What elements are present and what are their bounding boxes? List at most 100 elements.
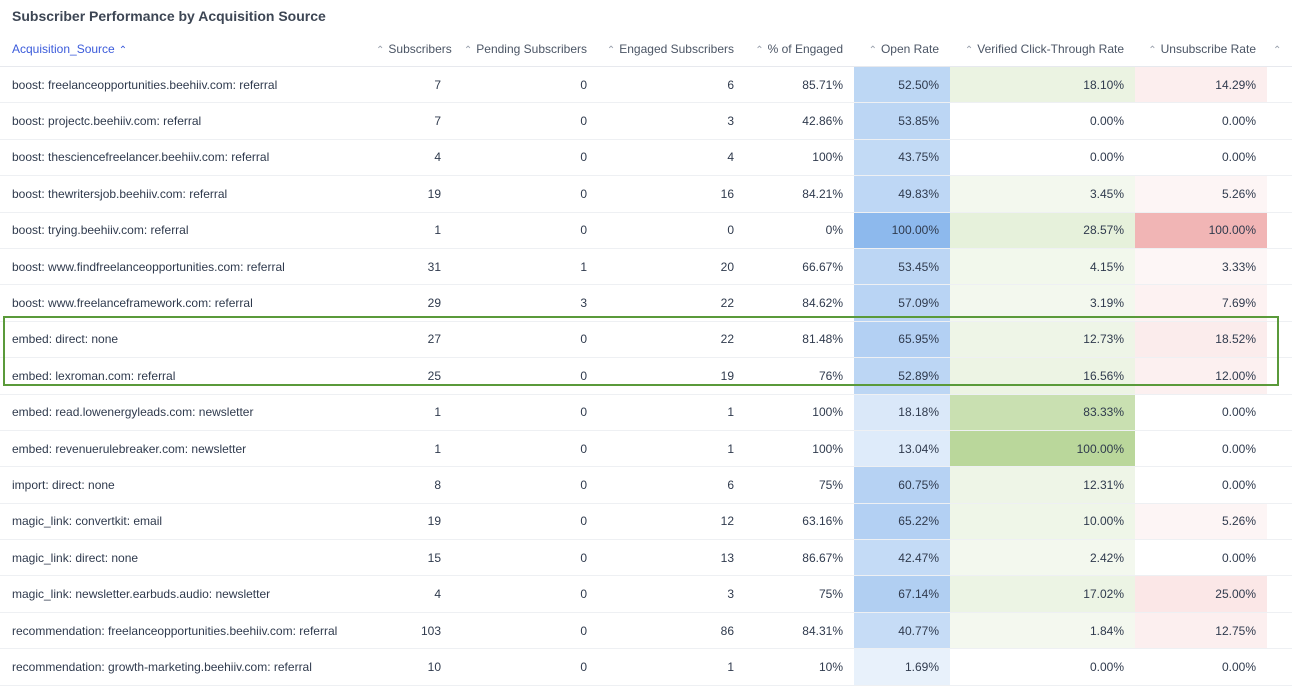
cell-open-rate: 52.50% [854, 66, 950, 104]
sort-icon: ⌃ [376, 44, 385, 56]
table-row[interactable]: boost: www.findfreelanceopportunities.co… [0, 248, 1292, 286]
cell-unsubscribe-rate: 0.00% [1135, 394, 1267, 431]
cell-subscribers: 1 [370, 394, 452, 431]
cell-extra [1267, 284, 1292, 322]
cell-unsubscribe-rate: 100.00% [1135, 212, 1267, 249]
cell-unsubscribe-rate: 5.26% [1135, 503, 1267, 541]
table-row[interactable]: import: direct: none 8 0 6 75% 60.75% 12.31% 0.… [0, 466, 1292, 504]
cell-engaged: 86 [598, 612, 745, 650]
cell-unsubscribe-rate: 12.00% [1135, 357, 1267, 395]
cell-subscribers: 15 [370, 539, 452, 577]
cell-pending: 0 [452, 648, 598, 686]
table-row[interactable]: boost: www.freelanceframework.com: refer… [0, 284, 1292, 322]
cell-pending: 0 [452, 321, 598, 359]
cell-pct-engaged: 10% [745, 648, 854, 686]
table-row[interactable]: boost: trying.beehiiv.com: referral 1 0 0 0%… [0, 212, 1292, 249]
cell-extra [1267, 357, 1292, 395]
header-row: Acquisition_Source ⌃ ⌃ Subscribers ⌃ Pendin… [0, 31, 1292, 67]
cell-ctr: 0.00% [950, 102, 1135, 140]
table-row[interactable]: magic_link: convertkit: email 19 0 12 63.16%… [0, 503, 1292, 541]
sort-asc-icon: ⌃ [118, 44, 128, 56]
column-header-pct-engaged[interactable]: ⌃% of Engaged [745, 31, 854, 67]
cell-unsubscribe-rate: 25.00% [1135, 575, 1267, 613]
cell-unsubscribe-rate: 0.00% [1135, 102, 1267, 140]
cell-unsubscribe-rate: 7.69% [1135, 284, 1267, 322]
cell-subscribers: 8 [370, 466, 452, 504]
cell-pending: 0 [452, 503, 598, 541]
cell-extra [1267, 394, 1292, 431]
cell-ctr: 3.19% [950, 284, 1135, 322]
cell-subscribers: 7 [370, 102, 452, 140]
cell-pending: 1 [452, 248, 598, 286]
cell-open-rate: 53.45% [854, 248, 950, 286]
sort-icon: ⌃ [463, 44, 473, 56]
column-header-engaged-subscribers[interactable]: ⌃ Engaged Subscribers [598, 31, 745, 67]
cell-extra [1267, 212, 1292, 249]
column-header-extra[interactable]: ⌃ [1267, 31, 1292, 67]
cell-subscribers: 1 [370, 430, 452, 468]
column-header-acquisition-source[interactable]: Acquisition_Source ⌃ [0, 31, 370, 67]
cell-unsubscribe-rate: 0.00% [1135, 430, 1267, 468]
table-row[interactable]: boost: projectc.beehiiv.com: referral 7 0 3… [0, 102, 1292, 140]
table-row[interactable]: boost: thesciencefreelancer.beehiiv.com:… [0, 139, 1292, 177]
cell-subscribers: 1 [370, 212, 452, 249]
table-row[interactable]: embed: direct: none 27 0 22 81.48% 65.95% 12.7… [0, 321, 1292, 359]
column-header-open-rate[interactable]: ⌃ Open Rate [854, 31, 950, 67]
cell-open-rate: 49.83% [854, 175, 950, 213]
cell-subscribers: 27 [370, 321, 452, 359]
cell-source: magic_link: direct: none [0, 539, 370, 577]
cell-engaged: 1 [598, 430, 745, 468]
cell-source: boost: www.freelanceframework.com: refer… [0, 284, 370, 322]
table-row[interactable]: embed: revenuerulebreaker.com: newslette… [0, 430, 1292, 468]
column-header-unsubscribe-rate[interactable]: ⌃ Unsubscribe Rate [1135, 31, 1267, 67]
cell-pending: 0 [452, 466, 598, 504]
table-row[interactable]: magic_link: direct: none 15 0 13 86.67% 42.47… [0, 539, 1292, 577]
cell-pct-engaged: 86.67% [745, 539, 854, 577]
cell-open-rate: 42.47% [854, 539, 950, 577]
cell-source: boost: thewritersjob.beehiiv.com: referr… [0, 175, 370, 213]
cell-extra [1267, 248, 1292, 286]
cell-ctr: 0.00% [950, 648, 1135, 686]
cell-pending: 0 [452, 394, 598, 431]
cell-pct-engaged: 84.62% [745, 284, 854, 322]
cell-source: embed: direct: none [0, 321, 370, 359]
cell-pct-engaged: 75% [745, 466, 854, 504]
cell-pending: 0 [452, 66, 598, 104]
sort-icon: ⌃ [868, 44, 877, 56]
cell-pending: 0 [452, 430, 598, 468]
table-row[interactable]: boost: freelanceopportunities.beehiiv.co… [0, 66, 1292, 104]
cell-extra [1267, 575, 1292, 613]
table-row[interactable]: embed: read.lowenergyleads.com: newslett… [0, 394, 1292, 431]
column-header-pending-subscribers[interactable]: ⌃ Pending Subscribers [452, 31, 598, 67]
cell-extra [1267, 139, 1292, 177]
cell-source: embed: lexroman.com: referral [0, 357, 370, 395]
column-header-verified-ctr[interactable]: ⌃ Verified Click-Through Rate [950, 31, 1135, 67]
cell-unsubscribe-rate: 5.26% [1135, 175, 1267, 213]
cell-engaged: 4 [598, 139, 745, 177]
cell-pct-engaged: 75% [745, 575, 854, 613]
table-row[interactable]: boost: thewritersjob.beehiiv.com: referr… [0, 175, 1292, 213]
column-header-subscribers[interactable]: ⌃ Subscribers [370, 31, 452, 67]
cell-open-rate: 65.95% [854, 321, 950, 359]
table-row[interactable]: magic_link: newsletter.earbuds.audio: ne… [0, 575, 1292, 613]
cell-ctr: 18.10% [950, 66, 1135, 104]
table-row[interactable]: recommendation: growth-marketing.beehiiv… [0, 648, 1292, 686]
cell-subscribers: 19 [370, 175, 452, 213]
cell-extra [1267, 66, 1292, 104]
sort-icon: ⌃ [606, 44, 616, 56]
cell-open-rate: 65.22% [854, 503, 950, 541]
cell-unsubscribe-rate: 12.75% [1135, 612, 1267, 650]
cell-open-rate: 18.18% [854, 394, 950, 431]
cell-pct-engaged: 84.31% [745, 612, 854, 650]
cell-pct-engaged: 63.16% [745, 503, 854, 541]
cell-extra [1267, 175, 1292, 213]
cell-extra [1267, 321, 1292, 359]
sort-icon: ⌃ [1273, 44, 1282, 56]
page-title: Subscriber Performance by Acquisition So… [12, 8, 326, 24]
table-body: boost: freelanceopportunities.beehiiv.co… [0, 66, 1292, 686]
table-row[interactable]: embed: lexroman.com: referral 25 0 19 76% 52.… [0, 357, 1292, 395]
cell-subscribers: 25 [370, 357, 452, 395]
cell-engaged: 20 [598, 248, 745, 286]
cell-subscribers: 7 [370, 66, 452, 104]
table-row[interactable]: recommendation: freelanceopportunities.b… [0, 612, 1292, 650]
